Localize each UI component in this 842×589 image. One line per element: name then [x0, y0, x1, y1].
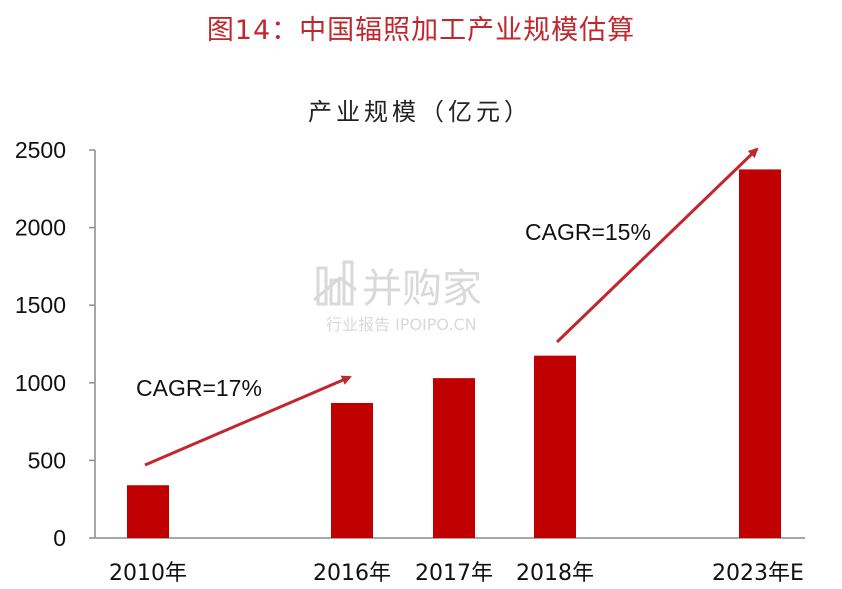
growth-arrow [555, 147, 759, 344]
figure-title: 图14：中国辐照加工产业规模估算 [206, 15, 636, 46]
x-tick-label: 2018年 [516, 561, 594, 586]
bar [127, 485, 169, 538]
growth-arrows: CAGR=17% CAGR=15% [136, 147, 759, 467]
watermark-sub: 行业报告 IPOIPO.CN [326, 315, 477, 334]
cagr-annotation: CAGR=17% [136, 375, 262, 401]
y-tick-label: 1500 [15, 292, 66, 318]
x-tick-label: 2023年E [712, 561, 804, 586]
y-tick-label: 1000 [15, 370, 66, 396]
cagr-annotation: CAGR=15% [525, 219, 651, 245]
y-tick-label: 2500 [15, 137, 66, 163]
x-tick-label: 2010年 [109, 561, 187, 586]
y-tick-label: 0 [53, 525, 66, 551]
watermark-brand: 并购家 [362, 266, 482, 312]
tick-labels: 0 500 1000 1500 2000 2500 2010年 2016年 2017年 2018年… [15, 137, 804, 586]
bar [331, 402, 373, 538]
watermark: 并购家 行业报告 IPOIPO.CN [313, 260, 482, 334]
y-tick-label: 500 [28, 447, 66, 473]
bar [739, 169, 781, 538]
bar [433, 378, 475, 538]
bars [127, 169, 781, 538]
bar [534, 355, 576, 538]
x-tick-label: 2016年 [313, 561, 391, 586]
growth-arrow [144, 375, 352, 467]
x-tick-label: 2017年 [415, 561, 493, 586]
chart-title: 产业规模（亿元） [308, 98, 532, 126]
watermark-logo-icon [313, 260, 357, 306]
y-tick-label: 2000 [15, 215, 66, 241]
